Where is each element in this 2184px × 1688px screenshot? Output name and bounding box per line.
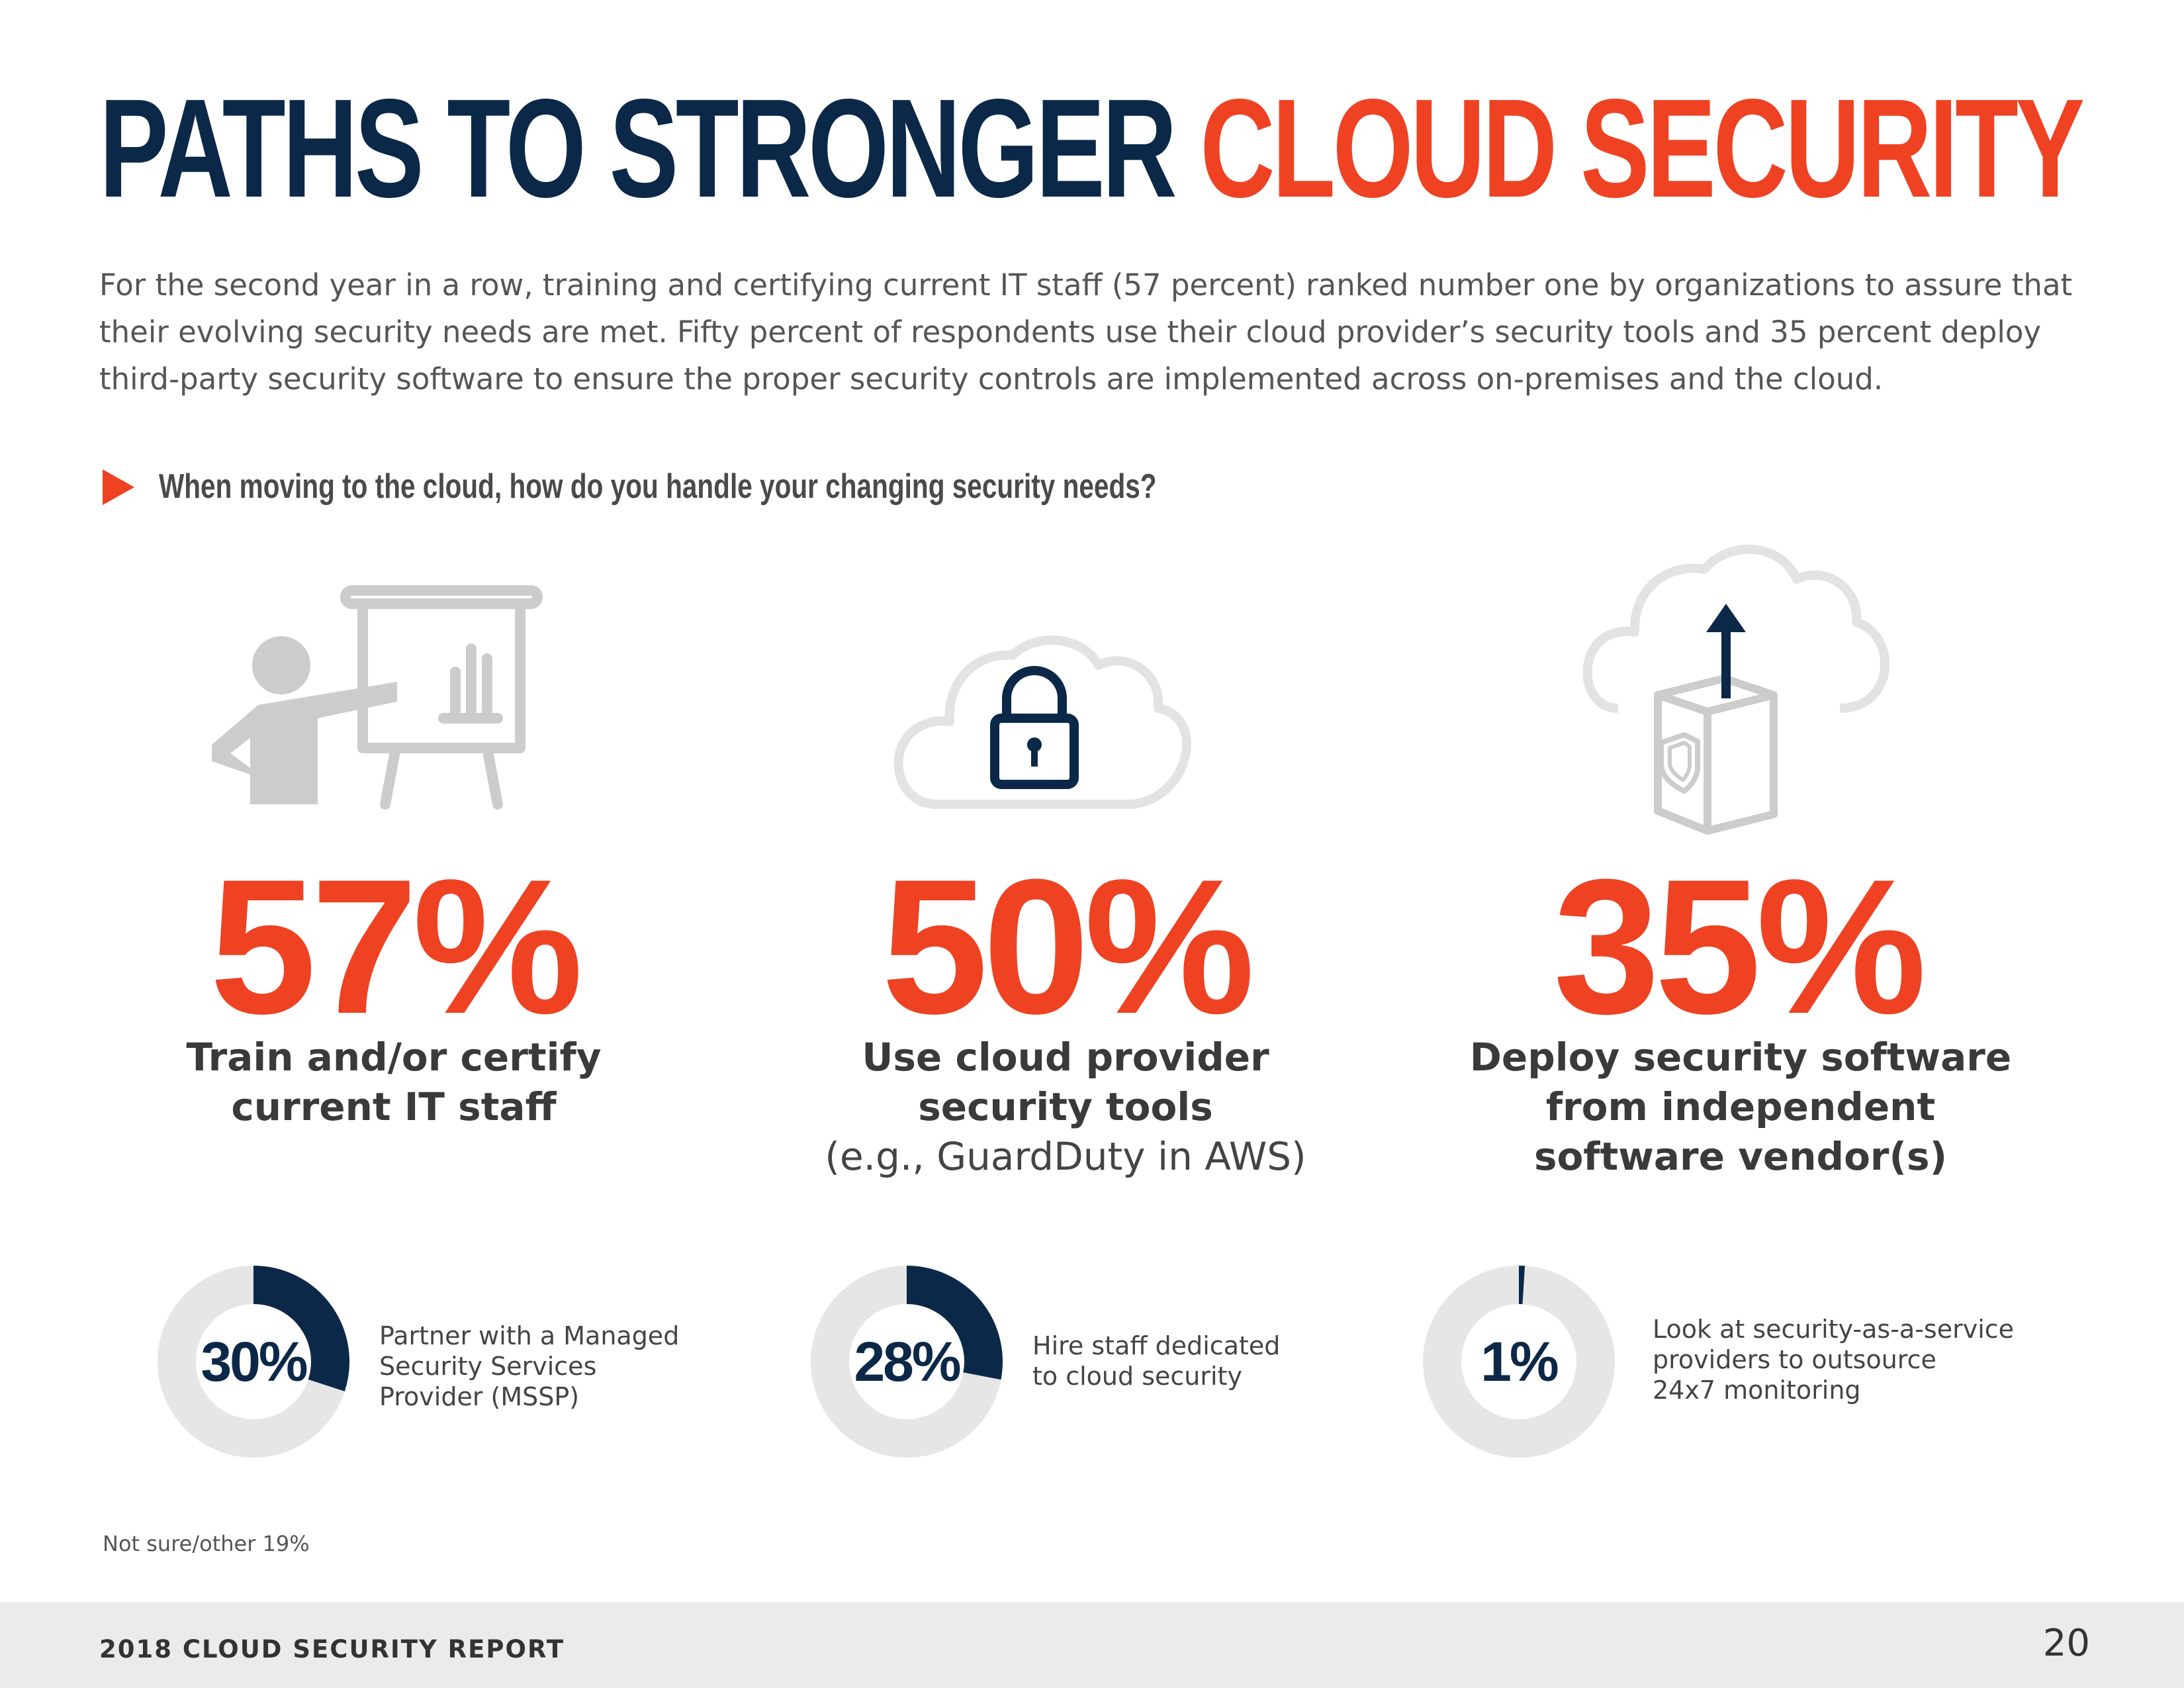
- donut-svg: [1423, 1266, 1615, 1458]
- donut-description-line: to cloud security: [1032, 1362, 1242, 1391]
- intro-paragraph: For the second year in a row, training a…: [99, 267, 2073, 397]
- title-main: PATHS TO STRONGER: [99, 70, 1177, 226]
- stat-label-line: from independent: [1545, 1084, 1936, 1129]
- donut-value: 1%: [1480, 1331, 1559, 1393]
- page-number: 20: [2042, 1622, 2090, 1665]
- cloud-lock-icon: [893, 635, 1192, 809]
- presenter-whiteboard-icon: [212, 585, 543, 810]
- donut-svg: [158, 1266, 349, 1458]
- stat-label-line: security tools: [918, 1084, 1213, 1129]
- question-text: When moving to the cloud, how do you han…: [159, 467, 1157, 506]
- report-title: 2018 CLOUD SECURITY REPORT: [99, 1635, 565, 1664]
- donut-description-line: Security Services: [379, 1352, 597, 1381]
- donut-chart-saas-providers: 1%: [1423, 1266, 1615, 1458]
- stat-label-line: software vendor(s): [1533, 1134, 1948, 1179]
- donut-chart-mssp: 30%: [158, 1266, 349, 1458]
- footer-bar: 2018 CLOUD SECURITY REPORT 20: [0, 1602, 2184, 1688]
- donut-value: 30%: [201, 1331, 308, 1393]
- stat-label-line: Train and/or certify: [186, 1035, 602, 1080]
- donut-value: 28%: [854, 1331, 961, 1393]
- play-arrow-icon: [103, 469, 134, 505]
- stat-label-cloud-provider: Use cloud provider security tools (e.g.,…: [735, 1033, 1396, 1182]
- stat-value-security-software: 35%: [1553, 839, 1927, 1054]
- donut-description-saas-providers: Look at security-as-a-service providers …: [1653, 1314, 2050, 1405]
- donut-arc-hire-staff: [906, 1266, 1003, 1380]
- cloud-upload-software-icon: [1582, 544, 1889, 835]
- stat-label-line: current IT staff: [231, 1084, 557, 1129]
- donut-description-line: Provider (MSSP): [379, 1382, 580, 1411]
- donut-description-line: providers to outsource: [1653, 1345, 1936, 1374]
- title-accent: CLOUD SECURITY: [1200, 70, 2085, 226]
- stat-value-train-certify: 57%: [209, 839, 583, 1054]
- stat-value-cloud-provider: 50%: [881, 839, 1255, 1054]
- donut-description-mssp: Partner with a Managed Security Services…: [379, 1321, 776, 1412]
- stat-label-train-certify: Train and/or certify current IT staff: [63, 1033, 725, 1132]
- donut-description-line: Partner with a Managed: [379, 1321, 680, 1350]
- donut-description-line: Look at security-as-a-service: [1653, 1315, 2015, 1344]
- donut-description-line: 24x7 monitoring: [1653, 1376, 1861, 1405]
- stat-label-line: Deploy security software: [1469, 1035, 2012, 1080]
- donut-svg: [811, 1266, 1003, 1458]
- page-title: PATHS TO STRONGER CLOUD SECURITY: [99, 78, 2085, 218]
- donut-chart-hire-staff: 28%: [811, 1266, 1003, 1458]
- stat-label-security-software: Deploy security software from independen…: [1410, 1033, 2071, 1182]
- question-row: When moving to the cloud, how do you han…: [99, 463, 1555, 510]
- stat-label-line: Use cloud provider: [862, 1035, 1269, 1080]
- donut-description-line: Hire staff dedicated: [1032, 1331, 1281, 1360]
- stat-label-note: (e.g., GuardDuty in AWS): [825, 1134, 1306, 1179]
- donut-description-hire-staff: Hire staff dedicated to cloud security: [1032, 1331, 1430, 1391]
- footnote: Not sure/other 19%: [103, 1531, 310, 1556]
- donut-arc-mssp: [253, 1266, 349, 1391]
